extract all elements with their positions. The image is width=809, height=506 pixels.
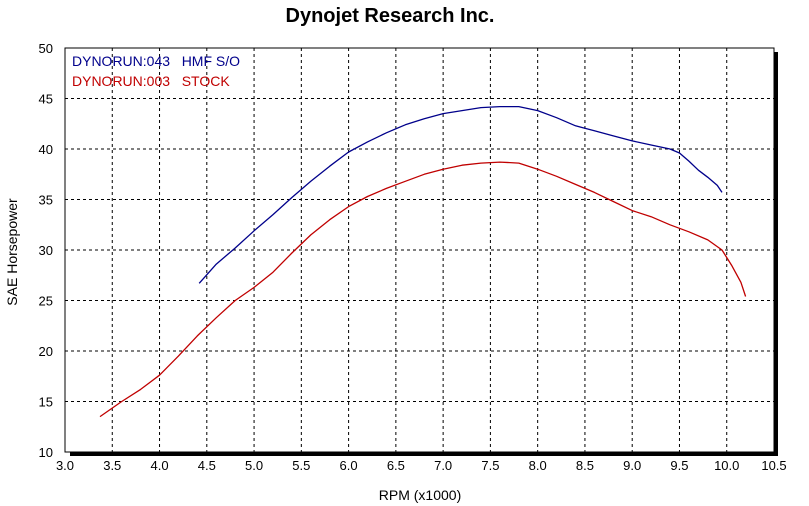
x-tick-label: 4.0 <box>150 458 168 473</box>
y-tick-label: 40 <box>39 142 53 157</box>
x-tick-label: 7.0 <box>434 458 452 473</box>
x-tick-label: 6.0 <box>340 458 358 473</box>
x-tick-label: 9.5 <box>670 458 688 473</box>
chart-title: Dynojet Research Inc. <box>286 5 495 27</box>
y-tick-label: 10 <box>39 445 53 460</box>
x-tick-labels: 3.0 3.5 4.0 4.5 5.0 5.5 6.0 6.5 7.0 7.5 8.0 8.5 9.0 9… <box>56 458 787 473</box>
x-tick-label: 5.5 <box>292 458 310 473</box>
y-tick-label: 35 <box>39 193 53 208</box>
y-tick-label: 25 <box>39 294 53 309</box>
x-tick-label: 3.5 <box>103 458 121 473</box>
x-axis-label: RPM (x1000) <box>379 487 461 503</box>
series-line-1 <box>99 161 747 418</box>
x-tick-label: 7.5 <box>481 458 499 473</box>
x-tick-label: 4.5 <box>198 458 216 473</box>
x-tick-label: 10.0 <box>714 458 739 473</box>
y-tick-labels: 10 15 20 25 30 35 40 45 50 <box>39 41 53 460</box>
x-tick-label: 8.5 <box>576 458 594 473</box>
x-tick-label: 8.0 <box>529 458 547 473</box>
series-lines <box>99 105 747 418</box>
y-tick-label: 15 <box>39 395 53 410</box>
y-tick-label: 30 <box>39 243 53 258</box>
grid-lines <box>65 48 774 452</box>
y-tick-label: 20 <box>39 344 53 359</box>
y-tick-label: 50 <box>39 41 53 56</box>
x-tick-label: 3.0 <box>56 458 74 473</box>
x-tick-label: 5.0 <box>245 458 263 473</box>
x-tick-label: 6.5 <box>387 458 405 473</box>
x-tick-label: 10.5 <box>761 458 786 473</box>
y-axis-label: SAE Horsepower <box>4 198 20 306</box>
y-tick-label: 45 <box>39 92 53 107</box>
x-tick-label: 9.0 <box>623 458 641 473</box>
legend-entry-stock: DYNORUN:003 STOCK <box>72 73 230 89</box>
series-line-0 <box>198 105 723 284</box>
legend-entry-hmf: DYNORUN:043 HMF S/O <box>72 53 240 69</box>
